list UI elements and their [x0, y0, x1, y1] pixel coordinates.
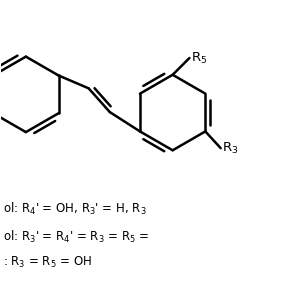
Text: : R$_3$ = R$_5$ = OH: : R$_3$ = R$_5$ = OH	[3, 255, 92, 270]
Text: ol: R$_4$' = OH, R$_3$' = H, R$_3$: ol: R$_4$' = OH, R$_3$' = H, R$_3$	[3, 201, 147, 217]
Text: ol: R$_3$' = R$_4$' = R$_3$ = R$_5$ =: ol: R$_3$' = R$_4$' = R$_3$ = R$_5$ =	[3, 229, 150, 245]
Text: R$_5$: R$_5$	[191, 51, 207, 65]
Text: R$_3$: R$_3$	[222, 140, 239, 156]
